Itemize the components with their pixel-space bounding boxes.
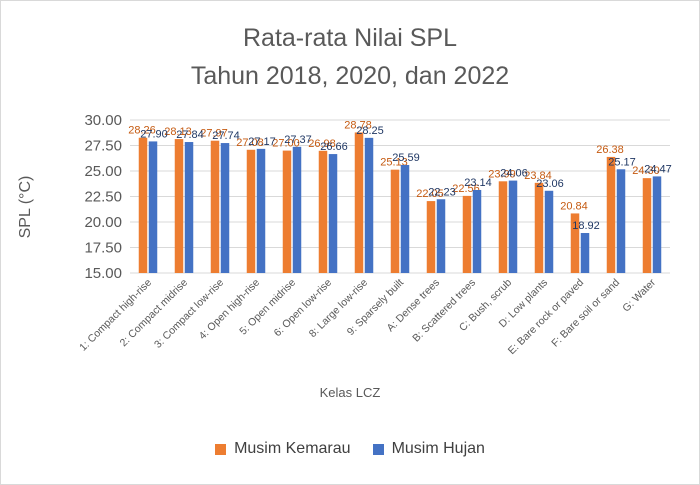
data-label-kemarau: 20.84	[560, 200, 588, 212]
data-label-kemarau: 23.99	[488, 168, 516, 180]
bar-hujan	[508, 180, 518, 273]
legend-label-hujan: Musim Hujan	[391, 440, 485, 457]
data-label-kemarau: 28.13	[164, 126, 192, 138]
legend-label-kemarau: Musim Kemarau	[234, 440, 351, 457]
data-label-hujan: 28.25	[356, 125, 384, 137]
data-label-hujan: 27.74	[212, 130, 240, 142]
data-label-kemarau: 26.98	[308, 138, 336, 150]
bar-kemarau	[606, 156, 616, 273]
data-label-kemarau: 24.30	[632, 165, 660, 177]
bar-hujan	[472, 189, 482, 273]
bar-kemarau	[534, 182, 544, 273]
data-label-hujan: 27.37	[284, 134, 312, 146]
data-label-kemarau: 26.38	[596, 144, 624, 156]
bar-kemarau	[642, 178, 652, 273]
chart-title-line-2: Tahun 2018, 2020, dan 2022	[190, 62, 510, 90]
data-label-hujan: 23.06	[536, 178, 564, 190]
data-label-kemarau: 27.00	[272, 138, 300, 150]
data-label-hujan: 27.84	[176, 129, 204, 141]
legend-item-hujan: Musim Hujan	[372, 440, 485, 458]
data-label-kemarau: 28.26	[128, 125, 156, 137]
x-tick-label: 3: Compact low-rise	[152, 277, 226, 351]
bar-hujan	[328, 154, 338, 273]
bar-hujan	[616, 169, 626, 273]
y-tick-label: 20.00	[84, 214, 122, 231]
bar-hujan	[256, 148, 266, 273]
data-label-hujan: 27.17	[248, 136, 276, 148]
bar-kemarau	[462, 195, 472, 273]
data-label-hujan: 24.06	[500, 168, 528, 180]
bar-hujan	[400, 164, 410, 273]
bar-kemarau	[426, 201, 436, 273]
bar-hujan	[148, 141, 158, 273]
y-tick-label: 30.00	[84, 112, 122, 129]
data-label-hujan: 26.66	[320, 141, 348, 153]
x-tick-label: B: Scattered trees	[410, 277, 478, 345]
chart-title-line-1: Rata-rata Nilai SPL	[243, 24, 457, 52]
x-tick-label: 2: Compact midrise	[118, 277, 191, 350]
bar-kemarau	[174, 139, 184, 273]
data-label-hujan: 18.92	[572, 220, 600, 232]
bar-kemarau	[282, 150, 292, 273]
y-tick-label: 15.00	[84, 265, 122, 282]
data-label-hujan: 23.14	[464, 177, 492, 189]
legend: Musim Kemarau Musim Hujan	[0, 440, 700, 458]
y-tick-label: 25.00	[84, 163, 122, 180]
bar-hujan	[652, 176, 662, 273]
bar-hujan	[292, 146, 302, 273]
bar-kemarau	[318, 150, 328, 273]
data-label-kemarau: 27.97	[200, 128, 228, 140]
data-label-hujan: 22.23	[428, 186, 456, 198]
data-label-kemarau: 27.08	[236, 137, 264, 149]
data-label-hujan: 27.90	[140, 128, 168, 140]
bar-kemarau	[246, 149, 256, 273]
legend-swatch-kemarau	[215, 443, 227, 455]
bar-kemarau	[210, 140, 220, 273]
bar-hujan	[220, 143, 230, 273]
y-tick-label: 17.50	[84, 240, 122, 257]
y-tick-label: 27.50	[84, 138, 122, 155]
bar-kemarau	[570, 213, 580, 273]
bar-kemarau	[138, 137, 148, 273]
y-tick-label: 22.50	[84, 189, 122, 206]
x-tick-label: 4: Open high-rise	[197, 277, 263, 343]
data-label-kemarau: 23.84	[524, 170, 552, 182]
data-label-kemarau: 28.78	[344, 119, 372, 131]
x-tick-label: G: Water	[620, 276, 658, 314]
bar-hujan	[544, 190, 554, 273]
legend-swatch-hujan	[372, 443, 384, 455]
data-label-hujan: 25.59	[392, 152, 420, 164]
legend-item-kemarau: Musim Kemarau	[215, 440, 351, 458]
bar-hujan	[580, 233, 590, 273]
x-tick-label: F: Bare soil or sand	[549, 277, 622, 350]
bar-hujan	[436, 199, 446, 273]
bar-hujan	[184, 142, 194, 273]
bar-kemarau	[498, 181, 508, 273]
y-axis-label: SPL (°C)	[17, 175, 34, 239]
bar-kemarau	[390, 169, 400, 273]
data-label-kemarau: 22.05	[416, 188, 444, 200]
data-label-hujan: 25.17	[608, 156, 636, 168]
x-axis-label: Kelas LCZ	[319, 385, 381, 400]
bar-kemarau	[354, 132, 364, 273]
data-label-hujan: 24.47	[644, 163, 672, 175]
bar-hujan	[364, 137, 374, 273]
